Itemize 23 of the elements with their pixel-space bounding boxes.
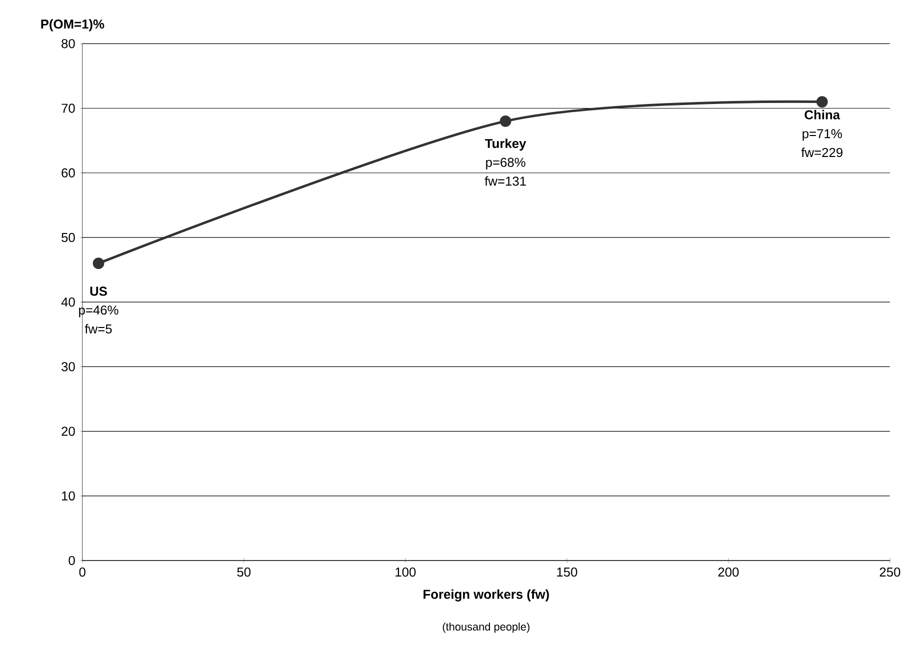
point	[92, 258, 104, 270]
x-tick-label: 250	[880, 568, 900, 577]
x-tick-label: 0	[79, 568, 86, 577]
y-tick-label: 40	[61, 298, 75, 307]
annotation: Turkey p=68% fw=131	[484, 138, 526, 186]
y-tick-label: 0	[68, 556, 75, 566]
y-tick-label: 10	[62, 492, 75, 501]
y-axis-title: P(OM=1)%	[41, 19, 104, 32]
x-tick-label: 50	[237, 568, 251, 577]
y-tick-label: 70	[62, 104, 75, 113]
x-axis-title: Foreign workers (fw)	[424, 590, 549, 602]
annotation: China p=71% fw=229	[801, 110, 842, 158]
y-tick-label: 80	[62, 39, 75, 48]
point	[816, 96, 828, 108]
x-tick-label: 150	[557, 568, 578, 577]
y-tick-label: 30	[62, 362, 75, 372]
x-tick-label: 100	[396, 568, 416, 577]
y-tick-label: 60	[62, 168, 75, 178]
point	[500, 116, 512, 128]
y-tick-label: 20	[62, 426, 75, 436]
y-tick-label: 50	[62, 233, 75, 242]
x-tick-label: 200	[718, 568, 739, 577]
text: (thousand people)	[442, 622, 530, 633]
